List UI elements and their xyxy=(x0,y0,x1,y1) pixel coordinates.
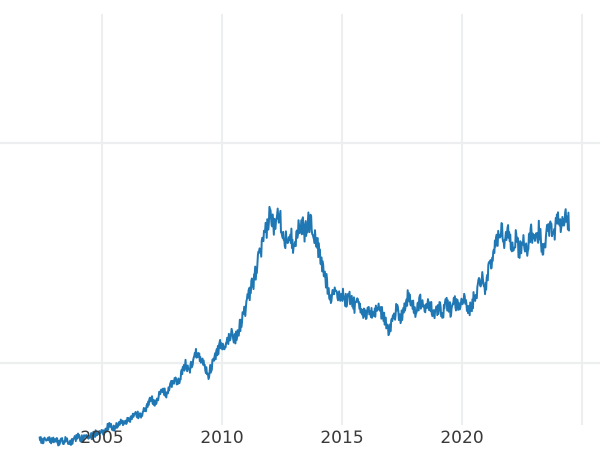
horizontal-gridlines xyxy=(0,141,600,365)
vertical-gridlines xyxy=(100,14,584,425)
x-tick-label: 2020 xyxy=(440,428,484,448)
x-tick-label: 2015 xyxy=(320,428,364,448)
x-tick-label: 2010 xyxy=(200,428,244,448)
x-tick-label: 2005 xyxy=(80,428,124,448)
data-series-line xyxy=(38,205,570,447)
